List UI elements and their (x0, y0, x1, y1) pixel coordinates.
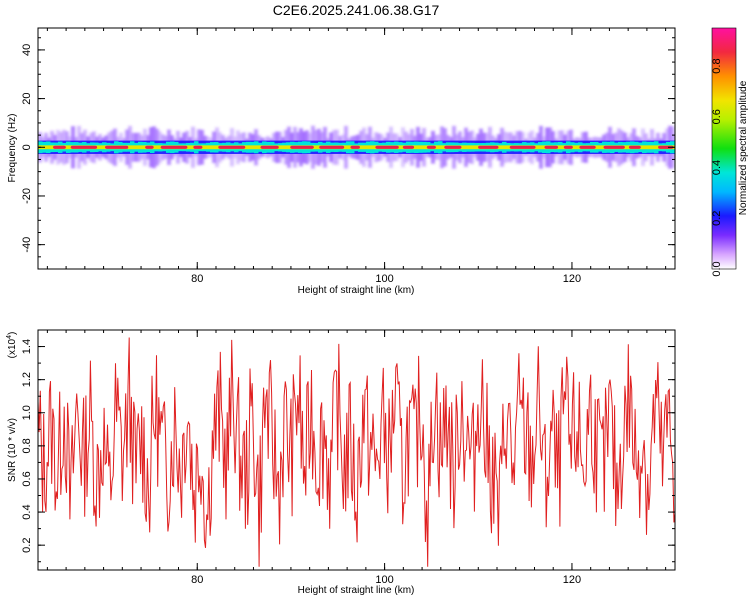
band-core-peak (319, 145, 345, 149)
colorbar-tick-label: 0.2 (711, 211, 723, 226)
y-tick-label: 0.4 (21, 504, 33, 519)
band-core-peak (105, 145, 129, 149)
x-tick-label: 80 (191, 273, 203, 285)
band-core-peak (563, 145, 573, 149)
spectrogram-y-axis: 40 20 0 -20 -40 (21, 37, 675, 258)
band-core-peak (193, 145, 203, 149)
y-tick-label: 0.2 (21, 538, 33, 553)
colorbar-tick-label: 0.8 (711, 58, 723, 73)
band-core-peak (402, 145, 415, 149)
colorbar-tick-label: 0.0 (711, 261, 723, 276)
spectrogram-y-label: Frequency (Hz) (7, 114, 18, 183)
figure-title: C2E6.2025.241.06.38.G17 (273, 2, 440, 18)
snr-series-line (38, 337, 675, 567)
band-core-peak (658, 145, 674, 149)
band-core-peak (375, 145, 399, 149)
colorbar-tick-label: 0.6 (711, 109, 723, 124)
y-tick-label: 20 (21, 92, 33, 104)
x-tick-label: 120 (563, 273, 581, 285)
snr-panel: 80 100 120 0.2 0.4 0.6 0.8 1.0 1.2 1.4 Height of… (6, 329, 676, 596)
band-core-peak (444, 145, 462, 149)
colorbar: 0.0 0.2 0.4 0.6 0.8 Normalized spectral ampl… (711, 27, 749, 277)
band-core-peak (53, 145, 66, 149)
band-core-peak (145, 145, 154, 149)
snr-x-axis: 80 100 120 (46, 330, 667, 586)
snr-y-axis: 0.2 0.4 0.6 0.8 1.0 1.2 1.4 (21, 339, 675, 563)
scale-label-close: ) (7, 332, 18, 335)
snr-y-label: SNR (10 * v/v) (7, 418, 18, 482)
spectrogram-frame (37, 27, 676, 270)
snr-x-label: Height of straight line (km) (298, 585, 415, 596)
band-core-peak (544, 145, 559, 149)
spectrogram-x-label: Height of straight line (km) (298, 285, 415, 296)
snr-scale-label: (x104) (6, 332, 18, 359)
band-core-peak (628, 145, 641, 149)
colorbar-label: Normalized spectral amplitude (738, 80, 749, 215)
y-tick-label: 0 (21, 144, 33, 150)
y-tick-label: 0.8 (21, 438, 33, 453)
band-core-peak (70, 145, 98, 149)
svg-text:(x104): (x104) (6, 332, 18, 359)
spectrogram-band (38, 125, 675, 169)
band-core-peak (160, 145, 188, 149)
x-tick-label: 100 (375, 574, 393, 586)
band-core-peak (509, 145, 536, 149)
band-core-peak (579, 145, 596, 149)
band-core-peak (260, 145, 279, 149)
snr-frame (37, 329, 676, 571)
spectrogram-panel: 80 100 120 40 20 0 -20 -40 Height of straight … (7, 27, 676, 296)
y-tick-label: -40 (21, 237, 33, 253)
y-tick-label: 0.6 (21, 471, 33, 486)
band-core-peak (478, 145, 499, 149)
colorbar-tick-label: 0.4 (711, 160, 723, 175)
band-core-peak (603, 145, 625, 149)
spectrogram-x-axis: 80 100 120 (46, 28, 667, 285)
band-core-peak (426, 145, 436, 149)
x-tick-label: 120 (563, 574, 581, 586)
y-tick-label: 40 (21, 44, 33, 56)
scale-label-exp: 4 (6, 335, 13, 339)
colorbar-frame (711, 27, 737, 270)
band-core-peak (290, 145, 314, 149)
x-tick-label: 80 (191, 574, 203, 586)
colorbar-axis: 0.0 0.2 0.4 0.6 0.8 (711, 27, 737, 277)
y-tick-label: 1.0 (21, 405, 33, 420)
y-tick-label: 1.2 (21, 372, 33, 387)
x-tick-label: 100 (375, 273, 393, 285)
scale-label-base: (x10 (7, 338, 18, 358)
colorbar-gradient (712, 28, 736, 269)
band-core-peak (218, 145, 246, 149)
y-tick-label: 1.4 (21, 339, 33, 354)
band-core-peak (350, 145, 360, 149)
y-tick-label: -20 (21, 188, 33, 204)
